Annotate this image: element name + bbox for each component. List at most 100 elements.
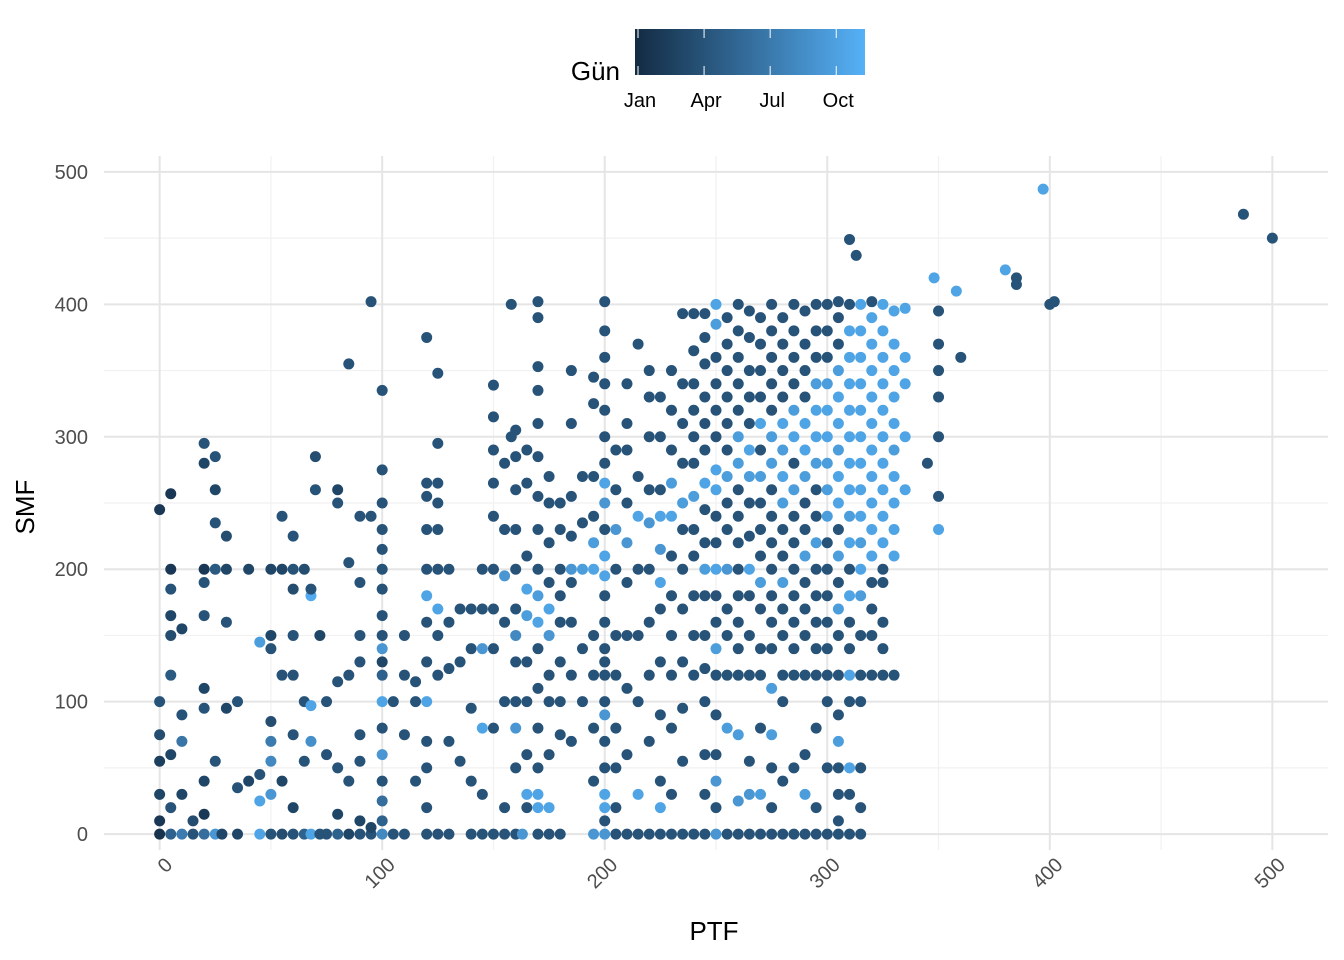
- data-point: [866, 550, 878, 562]
- data-point: [599, 325, 611, 337]
- data-point: [721, 523, 733, 535]
- data-point: [799, 471, 811, 483]
- data-point: [677, 457, 689, 469]
- data-point: [209, 755, 221, 767]
- data-point: [588, 828, 600, 840]
- data-point: [165, 563, 177, 575]
- y-axis-title: SMF: [10, 480, 40, 535]
- data-point: [810, 590, 822, 602]
- data-point: [265, 828, 277, 840]
- data-point: [766, 563, 778, 575]
- data-point: [821, 484, 833, 496]
- data-point: [699, 828, 711, 840]
- data-point: [499, 523, 511, 535]
- data-point: [755, 444, 767, 456]
- data-point: [499, 828, 511, 840]
- data-point: [699, 418, 711, 430]
- data-point: [354, 755, 366, 767]
- data-point: [599, 477, 611, 489]
- data-point: [532, 296, 544, 308]
- data-point: [699, 391, 711, 403]
- data-point: [165, 802, 177, 814]
- x-axis-title: PTF: [689, 916, 738, 946]
- x-tick-label: 500: [1251, 854, 1290, 893]
- data-point: [198, 610, 210, 622]
- data-point: [265, 716, 277, 728]
- data-point: [855, 404, 867, 416]
- data-point: [810, 802, 822, 814]
- data-point: [899, 484, 911, 496]
- data-point: [343, 669, 355, 681]
- data-point: [688, 669, 700, 681]
- data-point: [216, 828, 228, 840]
- data-point: [209, 517, 221, 529]
- data-point: [610, 722, 622, 734]
- data-point: [677, 755, 689, 767]
- data-point: [955, 351, 967, 363]
- data-point: [844, 510, 856, 522]
- data-point: [565, 365, 577, 377]
- data-point: [187, 828, 199, 840]
- data-point: [928, 272, 940, 284]
- data-point: [832, 576, 844, 588]
- data-point: [766, 325, 778, 337]
- data-point: [743, 629, 755, 641]
- data-point: [209, 484, 221, 496]
- data-point: [654, 576, 666, 588]
- data-point: [888, 391, 900, 403]
- data-point: [832, 365, 844, 377]
- data-point: [732, 457, 744, 469]
- data-point: [999, 264, 1011, 276]
- data-point: [877, 643, 889, 655]
- data-point: [365, 296, 377, 308]
- data-point: [888, 418, 900, 430]
- data-point: [821, 404, 833, 416]
- data-point: [810, 510, 822, 522]
- data-point: [699, 444, 711, 456]
- data-point: [220, 702, 232, 714]
- data-point: [788, 457, 800, 469]
- data-point: [154, 815, 166, 827]
- data-point: [732, 616, 744, 628]
- data-point: [176, 709, 188, 721]
- data-point: [510, 696, 522, 708]
- data-point: [632, 828, 644, 840]
- data-point: [844, 762, 856, 774]
- data-point: [743, 305, 755, 317]
- data-point: [755, 312, 767, 324]
- data-point: [165, 629, 177, 641]
- data-point: [532, 788, 544, 800]
- data-point: [654, 484, 666, 496]
- data-point: [287, 729, 299, 741]
- data-point: [265, 788, 277, 800]
- data-point: [432, 669, 444, 681]
- data-point: [254, 828, 266, 840]
- data-point: [799, 669, 811, 681]
- data-point: [565, 563, 577, 575]
- data-point: [643, 431, 655, 443]
- data-point: [755, 418, 767, 430]
- data-point: [866, 523, 878, 535]
- data-point: [576, 696, 588, 708]
- data-point: [465, 603, 477, 615]
- legend-tick-label: Jan: [624, 90, 656, 112]
- data-point: [599, 497, 611, 509]
- data-point: [844, 351, 856, 363]
- data-point: [877, 351, 889, 363]
- data-point: [777, 312, 789, 324]
- data-point: [665, 788, 677, 800]
- data-point: [821, 696, 833, 708]
- data-point: [821, 643, 833, 655]
- data-point: [710, 484, 722, 496]
- data-point: [710, 590, 722, 602]
- data-point: [755, 603, 767, 615]
- data-point: [788, 351, 800, 363]
- data-point: [499, 457, 511, 469]
- data-point: [788, 616, 800, 628]
- data-point: [677, 418, 689, 430]
- data-point: [254, 636, 266, 648]
- data-point: [699, 563, 711, 575]
- y-axis-ticks: 0 100 200 300 400 500: [55, 162, 88, 846]
- data-point: [243, 563, 255, 575]
- data-point: [554, 729, 566, 741]
